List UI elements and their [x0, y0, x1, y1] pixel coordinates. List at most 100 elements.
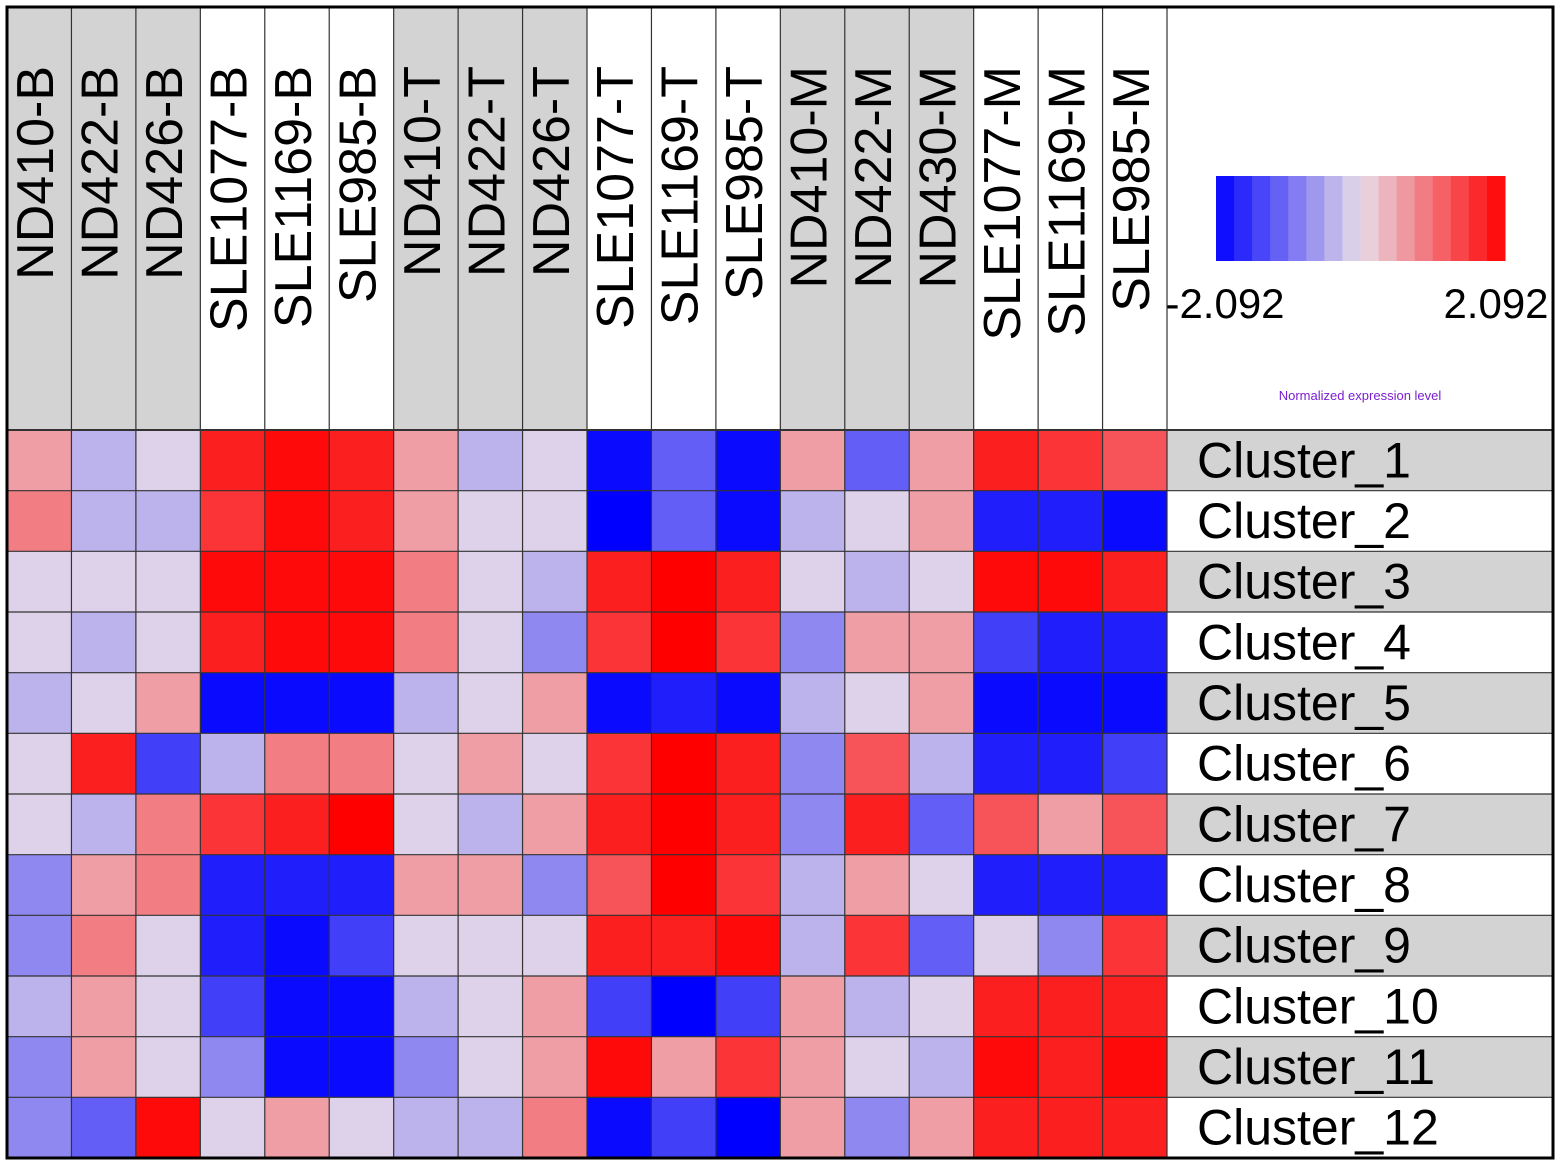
heatmap-cells — [7, 430, 1167, 1158]
heatmap-cell — [587, 1036, 652, 1098]
row-label-cell — [1167, 672, 1553, 734]
heatmap-cell — [587, 854, 652, 916]
heatmap-cell — [780, 612, 845, 673]
row-label-cell — [1167, 1097, 1553, 1158]
heatmap-cell — [200, 733, 265, 794]
heatmap-cell — [264, 551, 330, 612]
heatmap-cell — [651, 551, 716, 612]
heatmap-cell — [587, 430, 652, 491]
heatmap-cell — [780, 976, 845, 1037]
heatmap-cell — [200, 915, 265, 976]
heatmap-cell — [522, 976, 587, 1037]
heatmap-cell — [715, 915, 781, 976]
heatmap-cell — [715, 430, 781, 491]
legend-swatch — [1450, 176, 1470, 261]
heatmap-cell — [780, 1036, 845, 1098]
heatmap-cell — [973, 1036, 1039, 1098]
heatmap-cell — [7, 854, 72, 916]
heatmap-cell — [715, 976, 781, 1037]
column-header-cell — [587, 7, 652, 430]
heatmap-cell — [329, 794, 394, 855]
heatmap-cell — [329, 430, 394, 491]
legend-swatch — [1414, 176, 1434, 261]
heatmap-cell — [587, 551, 652, 612]
heatmap-cell — [715, 854, 781, 916]
row-label: Cluster_12 — [1197, 1100, 1439, 1156]
heatmap-cell — [1038, 672, 1103, 734]
heatmap-cell — [909, 672, 974, 734]
heatmap-cell — [1102, 1097, 1167, 1158]
heatmap-cell — [1102, 733, 1167, 794]
heatmap-cell — [135, 430, 201, 491]
heatmap-cell — [71, 551, 136, 612]
heatmap-cell — [1102, 490, 1167, 552]
heatmap-cell — [329, 551, 394, 612]
heatmap-cell — [973, 551, 1039, 612]
heatmap-cell — [780, 672, 845, 734]
row-label-cell — [1167, 854, 1553, 916]
heatmap-cell — [1102, 854, 1167, 916]
heatmap-cell — [1038, 854, 1103, 916]
heatmap-cell — [844, 490, 910, 552]
heatmap-cell — [135, 854, 201, 916]
heatmap-cell — [1102, 976, 1167, 1037]
heatmap-cell — [1038, 490, 1103, 552]
row-label-cell — [1167, 976, 1553, 1037]
row-label: Cluster_11 — [1197, 1039, 1435, 1095]
heatmap-cell — [264, 976, 330, 1037]
heatmap-cell — [973, 794, 1039, 855]
color-legend-max-label: 2.092 — [1443, 280, 1548, 327]
heatmap-cell — [458, 672, 523, 734]
heatmap-cell — [458, 430, 523, 491]
heatmap-cell — [393, 854, 459, 916]
heatmap-cell — [587, 672, 652, 734]
heatmap-cell — [71, 854, 136, 916]
heatmap-cell — [329, 854, 394, 916]
heatmap-cell — [264, 1097, 330, 1158]
heatmap-cell — [715, 733, 781, 794]
heatmap-cell — [522, 1097, 587, 1158]
heatmap-cell — [71, 1036, 136, 1098]
heatmap-cell — [651, 733, 716, 794]
heatmap-cell — [200, 612, 265, 673]
heatmap-cell — [7, 551, 72, 612]
legend-swatch — [1324, 176, 1343, 261]
heatmap-cell — [844, 794, 910, 855]
column-header-cell — [651, 7, 716, 430]
row-label: Cluster_2 — [1197, 493, 1411, 549]
heatmap-cell — [329, 976, 394, 1037]
heatmap-cell — [522, 1036, 587, 1098]
legend-swatch — [1360, 176, 1380, 261]
heatmap-cell — [393, 976, 459, 1037]
heatmap-cell — [264, 1036, 330, 1098]
heatmap-cell — [393, 430, 459, 491]
heatmap-cell — [329, 490, 394, 552]
heatmap-cell — [71, 430, 136, 491]
heatmap-cell — [651, 794, 716, 855]
heatmap-cell — [587, 794, 652, 855]
color-legend-title: Normalized expression level — [1279, 388, 1442, 403]
heatmap-cell — [200, 490, 265, 552]
column-header-cell — [200, 7, 265, 430]
row-label-cell — [1167, 551, 1553, 612]
row-label-cell — [1167, 1036, 1553, 1098]
heatmap-cell — [973, 1097, 1039, 1158]
heatmap-cell — [329, 1036, 394, 1098]
legend-swatch — [1378, 176, 1398, 261]
heatmap-cell — [71, 612, 136, 673]
row-label: Cluster_7 — [1197, 796, 1411, 852]
column-header-cell — [71, 7, 136, 430]
heatmap-cell — [780, 915, 845, 976]
row-label-cell — [1167, 490, 1553, 552]
heatmap-cell — [522, 672, 587, 734]
row-label: Cluster_1 — [1197, 432, 1411, 488]
heatmap-cell — [7, 612, 72, 673]
heatmap-cell — [973, 612, 1039, 673]
heatmap-cell — [264, 430, 330, 491]
heatmap-cell — [844, 733, 910, 794]
heatmap-cell — [909, 430, 974, 491]
heatmap-cell — [522, 733, 587, 794]
column-label: ND426-T — [523, 66, 581, 277]
heatmap-cell — [522, 490, 587, 552]
